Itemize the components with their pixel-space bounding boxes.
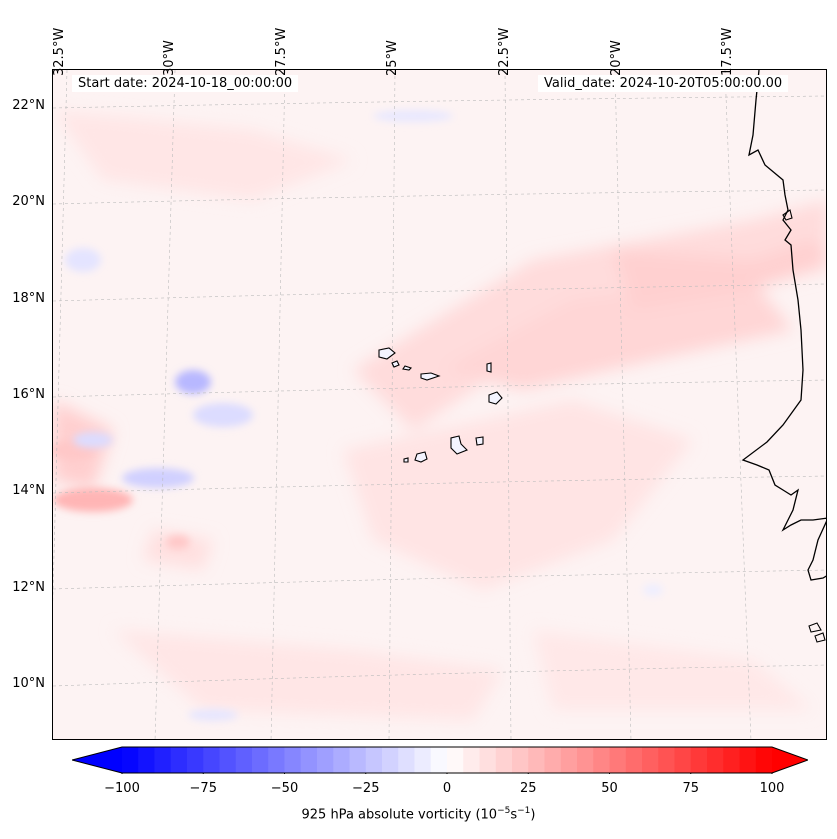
negative-vorticity-field xyxy=(65,110,663,721)
colorbar-cell xyxy=(560,747,578,773)
colorbar-title-end: ) xyxy=(530,807,536,823)
colorbar-left-extend xyxy=(72,747,122,773)
colorbar-cell xyxy=(349,747,367,773)
lat-label: 10°N xyxy=(12,676,45,691)
colorbar-cell xyxy=(609,747,627,773)
colorbar-cell xyxy=(154,747,172,773)
colorbar-right-extend xyxy=(772,747,808,773)
colorbar-cell xyxy=(317,747,334,773)
lon-label: 27.5°W xyxy=(274,27,289,76)
lon-label: 25°W xyxy=(385,40,400,76)
african-coastline xyxy=(741,70,826,581)
colorbar-cell xyxy=(170,747,188,773)
colorbar-tick: −75 xyxy=(189,781,217,796)
lat-label: 16°N xyxy=(12,387,45,402)
colorbar-title: 925 hPa absolute vorticity (10−5s−1) xyxy=(0,806,837,822)
lon-label: 22.5°W xyxy=(497,27,512,76)
colorbar-cell xyxy=(495,747,513,773)
colorbar-cell xyxy=(187,747,204,773)
colorbar-cell xyxy=(512,747,529,773)
colorbar-tick: 50 xyxy=(601,781,618,796)
colorbar-cell xyxy=(658,747,676,773)
colorbar-cell xyxy=(414,747,432,773)
lat-label: 22°N xyxy=(12,98,45,113)
gridlines xyxy=(53,70,826,739)
colorbar-cell xyxy=(544,747,562,773)
colorbar-cell xyxy=(755,747,773,773)
lat-label: 18°N xyxy=(12,291,45,306)
colorbar-title-mid: s xyxy=(510,807,518,823)
colorbar-cell xyxy=(333,747,351,773)
coast-islands xyxy=(782,209,826,643)
start-date-label: Start date: 2024-10-18_00:00:00 xyxy=(72,75,299,92)
colorbar-cell xyxy=(447,747,464,773)
colorbar-cell xyxy=(382,747,399,773)
colorbar-cell xyxy=(723,747,741,773)
colorbar-cell xyxy=(398,747,416,773)
colorbar-title-exp1: −5 xyxy=(497,806,511,816)
colorbar-tick: 75 xyxy=(682,781,700,796)
colorbar-cell xyxy=(642,747,659,773)
lon-label: 17.5°W xyxy=(720,27,735,76)
colorbar-tick: 100 xyxy=(759,781,785,796)
colorbar-cell xyxy=(707,747,724,773)
colorbar-cell xyxy=(300,747,318,773)
colorbar-cell xyxy=(577,747,594,773)
colorbar-cell xyxy=(122,747,139,773)
colorbar-cell xyxy=(268,747,286,773)
map-panel xyxy=(52,69,827,740)
colorbar-cell xyxy=(203,747,221,773)
colorbar-tick: 0 xyxy=(442,781,452,796)
colorbar-cell xyxy=(219,747,237,773)
colorbar-cell xyxy=(252,747,269,773)
lon-label: 30°W xyxy=(162,40,177,76)
lat-label: 20°N xyxy=(12,194,45,209)
colorbar-title-text: 925 hPa absolute vorticity (10 xyxy=(301,807,498,823)
colorbar-cell xyxy=(528,747,546,773)
colorbar-cells xyxy=(122,747,773,773)
colorbar-cell xyxy=(690,747,708,773)
lon-label: 32.5°W xyxy=(52,27,67,76)
colorbar-tick: −50 xyxy=(270,781,299,796)
lat-label: 14°N xyxy=(12,483,45,498)
valid-date-label: Valid_date: 2024-10-20T05:00:00.00 xyxy=(538,75,789,92)
colorbar-cell xyxy=(463,747,481,773)
colorbar-tick: 25 xyxy=(519,781,537,796)
colorbar-title-exp2: −1 xyxy=(517,806,531,816)
colorbar-cell xyxy=(284,747,302,773)
colorbar-cell xyxy=(235,747,253,773)
colorbar-cell xyxy=(625,747,643,773)
colorbar-cell xyxy=(674,747,692,773)
vorticity-map xyxy=(53,70,826,739)
colorbar-cell xyxy=(739,747,757,773)
colorbar-tick: −100 xyxy=(104,781,140,796)
lon-label: 20°W xyxy=(609,40,624,76)
cape-verde-islands xyxy=(378,347,503,463)
colorbar-cell xyxy=(479,747,497,773)
lat-label: 12°N xyxy=(12,580,45,595)
colorbar-cell xyxy=(593,747,611,773)
colorbar-cell xyxy=(365,747,383,773)
colorbar-tick: −25 xyxy=(352,781,380,796)
positive-vorticity-field xyxy=(53,110,826,720)
colorbar-cell xyxy=(430,747,448,773)
colorbar-cell xyxy=(138,747,156,773)
colorbar xyxy=(72,746,808,774)
